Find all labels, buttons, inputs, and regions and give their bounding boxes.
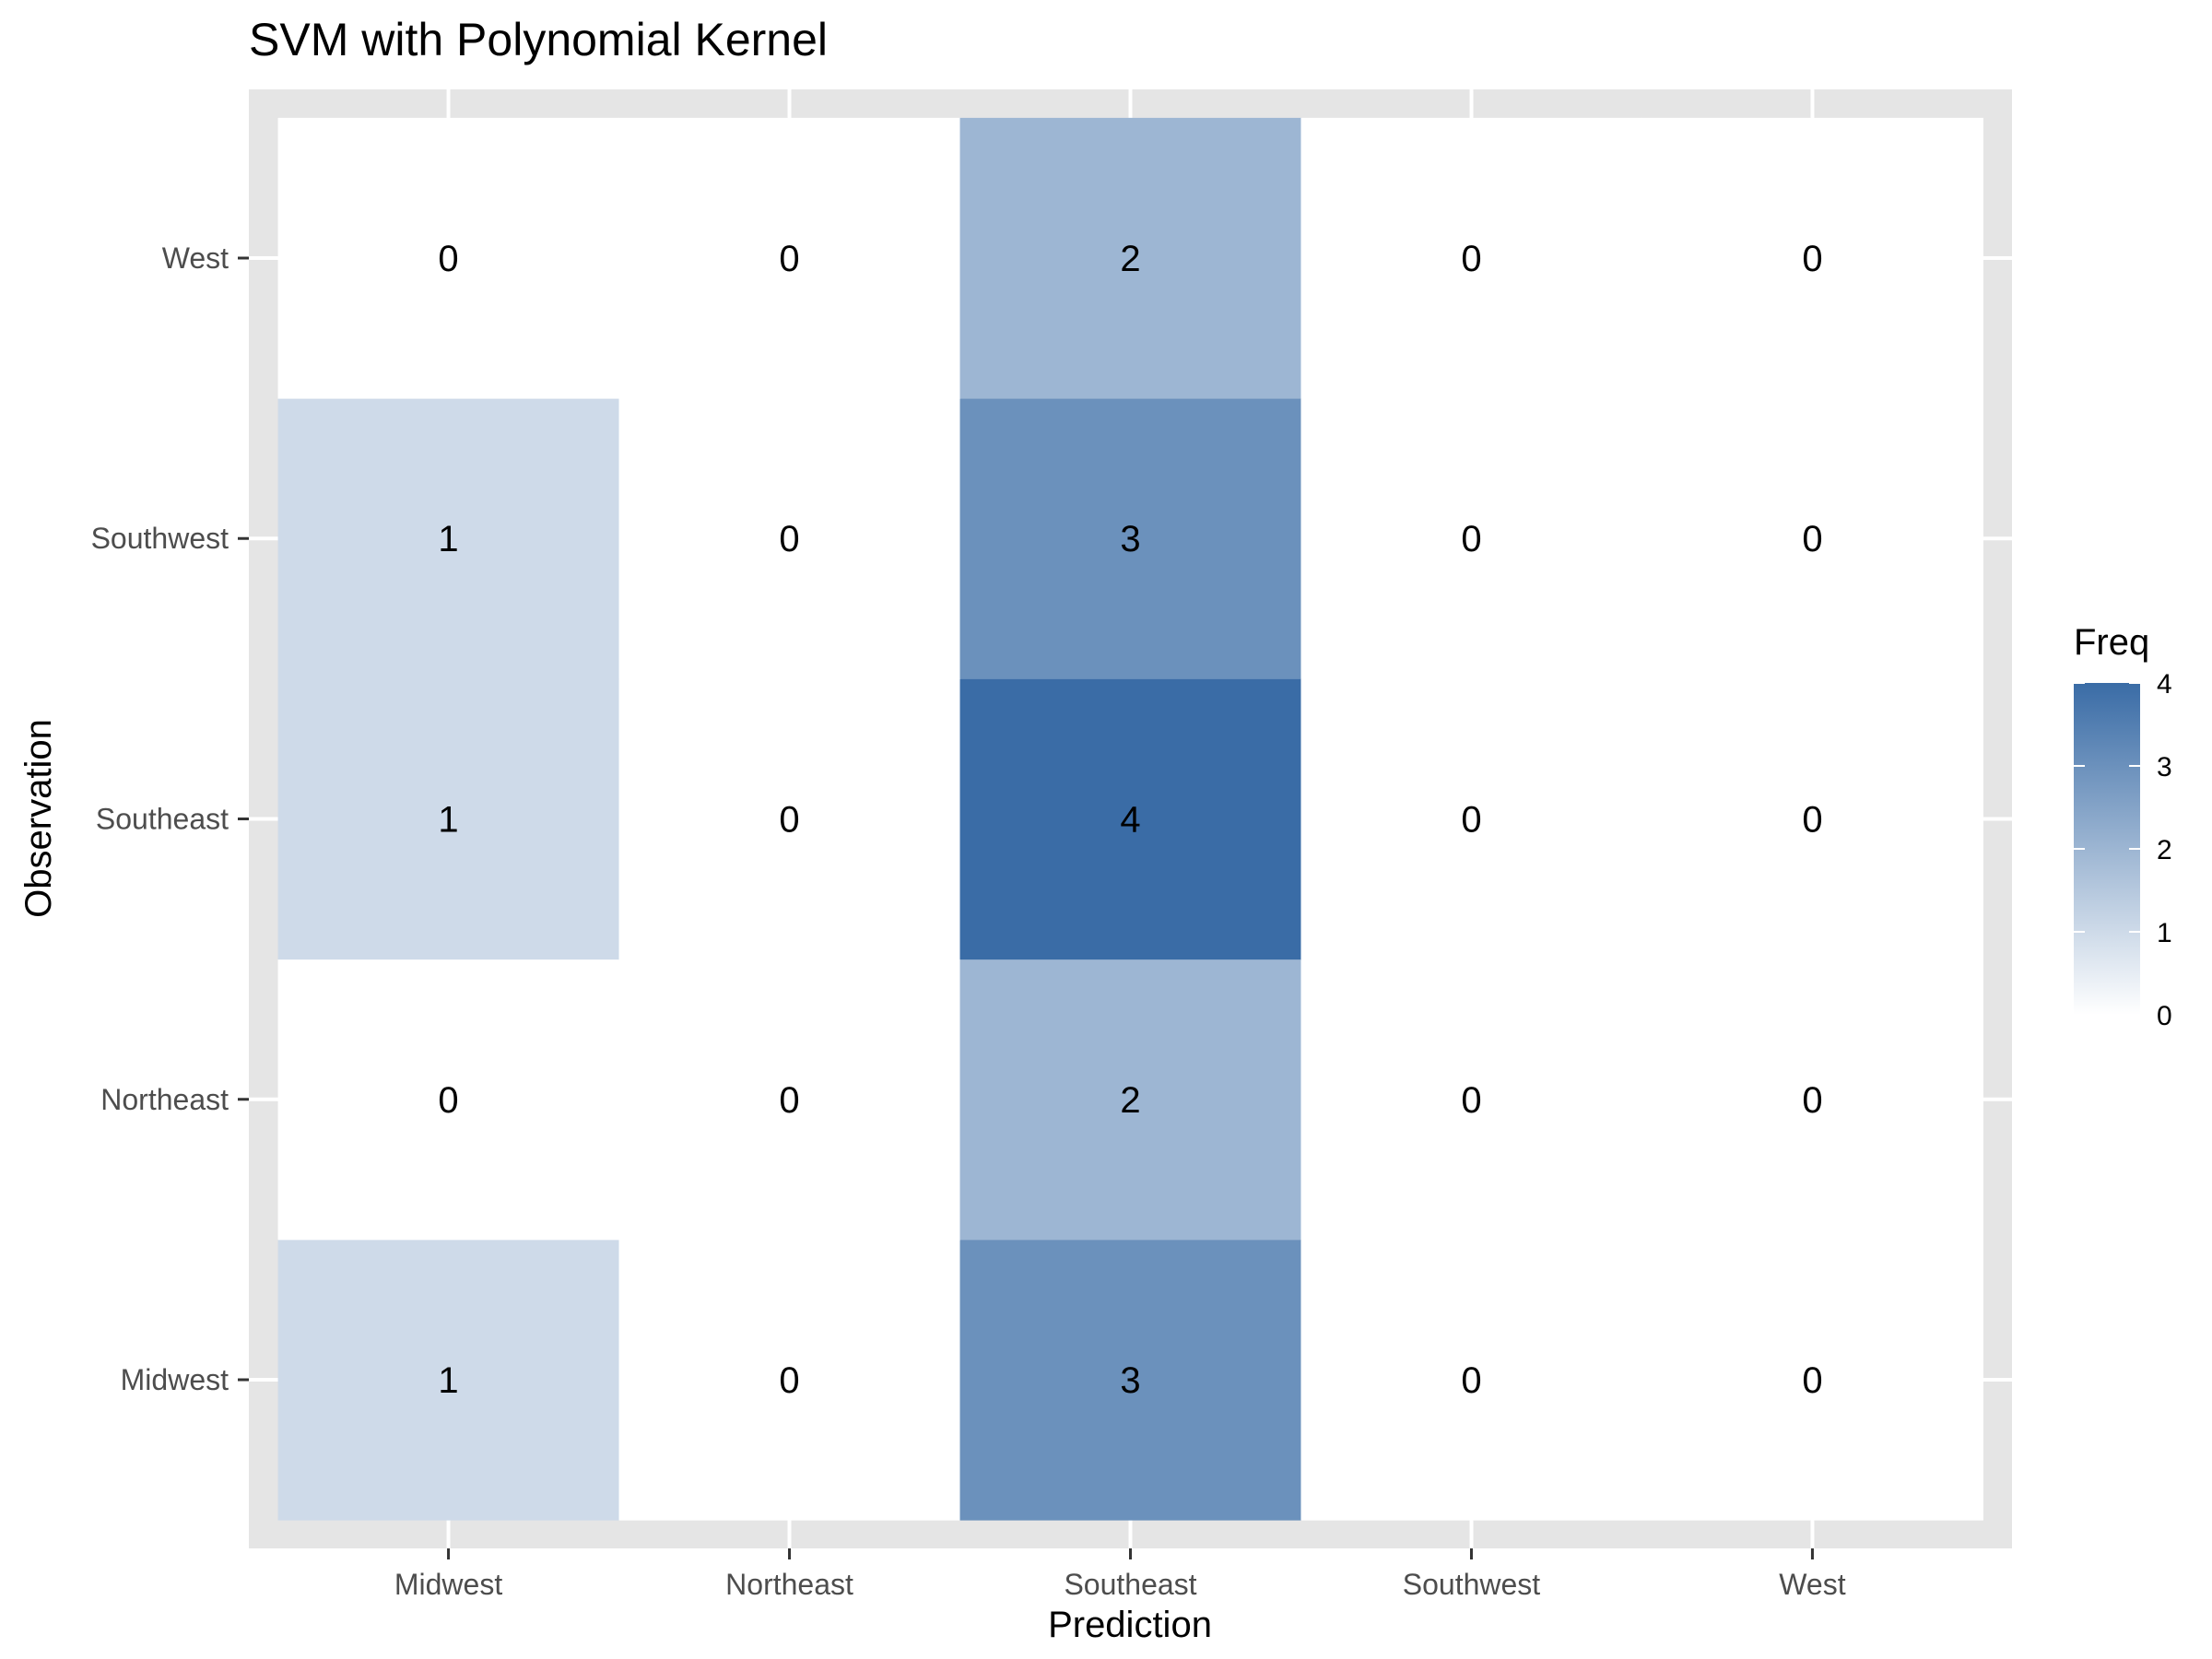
cell-value-label: 0: [1802, 519, 1822, 559]
x-tick-label: Northeast: [725, 1568, 853, 1601]
y-axis-title: Observation: [18, 719, 59, 918]
heatmap-cell: [1641, 117, 1983, 399]
heatmap-cell: [277, 678, 620, 960]
legend-tick-label: 3: [2157, 752, 2172, 782]
heatmap-cell: [1641, 959, 1983, 1241]
heatmap-cell: [1300, 398, 1642, 679]
heatmap-cell: [1641, 1239, 1983, 1521]
cell-value-label: 1: [438, 519, 458, 559]
heatmap-cell: [277, 1239, 620, 1521]
x-tick-label: West: [1779, 1568, 1845, 1601]
x-axis-title: Prediction: [1048, 1605, 1212, 1645]
heatmap-cell: [1300, 117, 1642, 399]
x-axis-ticks: Midwest Northeast Southeast Southwest West: [394, 1548, 1846, 1601]
cell-value-label: 0: [438, 1080, 458, 1121]
cell-value-label: 3: [1120, 1360, 1140, 1401]
heatmap-cells: [277, 117, 1983, 1521]
heatmap-cell: [277, 117, 620, 399]
x-tick-label: Southwest: [1403, 1568, 1541, 1601]
cell-value-label: 0: [1461, 519, 1481, 559]
cell-value-label: 0: [1461, 239, 1481, 279]
cell-value-label: 3: [1120, 519, 1140, 559]
heatmap-cell: [1300, 1239, 1642, 1521]
y-tick-label: Southwest: [91, 522, 229, 555]
y-tick-label: Midwest: [121, 1363, 229, 1396]
cell-value-label: 0: [438, 239, 458, 279]
heatmap-cell: [277, 959, 620, 1241]
cell-value-label: 1: [438, 800, 458, 841]
legend-tick-label: 4: [2157, 669, 2172, 700]
heatmap-cell: [959, 398, 1301, 679]
heatmap-cell: [959, 117, 1301, 399]
heatmap-cell: [1641, 678, 1983, 960]
y-tick-label: West: [162, 241, 229, 275]
y-tick-label: Southeast: [96, 803, 229, 836]
heatmap-cell: [959, 678, 1301, 960]
legend: Freq 0 1 2 3 4: [2074, 622, 2172, 1031]
legend-title: Freq: [2074, 622, 2149, 663]
cell-value-label: 1: [438, 1360, 458, 1401]
cell-value-label: 0: [779, 519, 799, 559]
cell-value-label: 0: [779, 800, 799, 841]
y-axis-ticks: Midwest Northeast Southeast Southwest West: [91, 241, 249, 1396]
heatmap-cell: [618, 678, 961, 960]
heatmap-cell: [959, 959, 1301, 1241]
heatmap-cell: [1641, 398, 1983, 679]
cell-value-label: 0: [779, 1360, 799, 1401]
heatmap-cell-labels: 1 0 3 0 0 0 0 2 0 0 1 0 4 0 0 1 0 3 0 0 0 0 2 0 0: [438, 239, 1822, 1401]
heatmap-cell: [618, 959, 961, 1241]
legend-tick-label: 0: [2157, 1001, 2172, 1031]
cell-value-label: 4: [1120, 800, 1140, 841]
heatmap-cell: [959, 1239, 1301, 1521]
legend-ticks: 0 1 2 3 4: [2074, 669, 2172, 1031]
heatmap-cell: [277, 398, 620, 679]
heatmap-cell: [1300, 959, 1642, 1241]
x-tick-label: Southeast: [1064, 1568, 1196, 1601]
y-tick-label: Northeast: [100, 1083, 229, 1116]
heatmap-cell: [618, 398, 961, 679]
cell-value-label: 0: [779, 1080, 799, 1121]
chart-title: SVM with Polynomial Kernel: [249, 14, 828, 65]
cell-value-label: 0: [1802, 239, 1822, 279]
legend-tick-label: 1: [2157, 918, 2172, 948]
cell-value-label: 0: [1802, 1080, 1822, 1121]
cell-value-label: 0: [1461, 1360, 1481, 1401]
cell-value-label: 0: [1802, 1360, 1822, 1401]
legend-tick-label: 2: [2157, 835, 2172, 865]
heatmap-cell: [618, 117, 961, 399]
heatmap-cell: [618, 1239, 961, 1521]
cell-value-label: 0: [1802, 800, 1822, 841]
heatmap-cell: [1300, 678, 1642, 960]
x-tick-label: Midwest: [394, 1568, 502, 1601]
cell-value-label: 2: [1120, 239, 1140, 279]
cell-value-label: 0: [1461, 1080, 1481, 1121]
cell-value-label: 0: [779, 239, 799, 279]
cell-value-label: 2: [1120, 1080, 1140, 1121]
cell-value-label: 0: [1461, 800, 1481, 841]
